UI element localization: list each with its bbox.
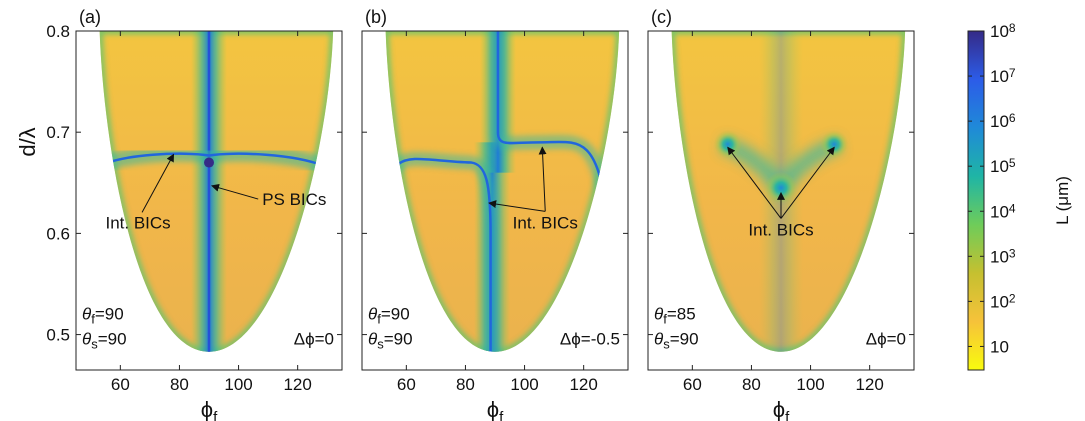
annotation-label: Int. BICs [105,213,170,232]
theta-s-param: θs=90 [368,330,413,352]
theta-f-param: θf=85 [654,304,696,326]
colorbar-tick-label: 106 [990,111,1016,131]
annotation-label: Int. BICs [748,220,813,239]
panel-2: 60 80 100 120 ϕf (c) θf=85 θs=90 Δϕ=0 Int. BICs [647,7,915,421]
panel-0: 60 80 100 120 0.5 0.6 0.7 0.8 ϕf (a) θf=90 θs=90 Δϕ=… [46,7,343,421]
heatmap-1 [385,31,620,352]
annotation-label: PS BICs [262,190,326,209]
colorbar-tick-label: 108 [990,21,1016,41]
x-axis-title: ϕf [773,397,790,421]
annotation-label: Int. BICs [513,213,578,232]
x-tick-label: 80 [170,375,189,394]
annotation-arrow [141,153,175,213]
panel-1: 60 80 100 120 ϕf (b) θf=90 θs=90 Δϕ=-0.5 Int. BIC… [361,7,629,421]
x-axis-title: ϕf [201,397,218,421]
delta-phi-param: Δϕ=0 [866,330,906,349]
annotation-arrow [210,183,259,200]
colorbar-tick-label: 10 [990,337,1009,356]
x-axis-title: ϕf [487,397,504,421]
x-tick-label: 120 [855,375,883,394]
colorbar-tick-label: 105 [990,156,1016,176]
colorbar-tick-label: 102 [990,291,1016,311]
x-tick-label: 120 [569,375,597,394]
y-axis-title: d/λ [15,127,40,156]
panel-label: (c) [651,7,672,27]
colorbar-gradient [967,30,985,371]
panels: 60 80 100 120 0.5 0.6 0.7 0.8 ϕf (a) θf=90 θs=90 Δϕ=… [46,7,915,421]
x-tick-label: 120 [283,375,311,394]
x-tick-label: 60 [683,375,702,394]
delta-phi-param: Δϕ=-0.5 [560,330,620,349]
panel-label: (b) [365,7,387,27]
colorbar-tick-label: 103 [990,246,1016,266]
y-tick-label: 0.6 [46,224,70,243]
colorbar-label: L (μm) [1053,176,1072,225]
y-tick-label: 0.8 [46,22,70,41]
x-tick-label: 60 [397,375,416,394]
x-tick-label: 80 [456,375,475,394]
theta-s-param: θs=90 [654,330,699,352]
x-tick-label: 80 [742,375,761,394]
theta-s-param: θs=90 [82,330,127,352]
theta-f-param: θf=90 [82,304,124,326]
panel-label: (a) [79,7,101,27]
annotation-arrow [538,146,547,212]
annotation-arrow [780,146,835,219]
y-tick-label: 0.7 [46,123,70,142]
y-tick-label: 0.5 [46,326,70,345]
colorbar: 10 102 103 104 105 106 107 108 L (μm) [967,21,1072,371]
x-tick-label: 100 [796,375,824,394]
annotation-arrow [488,200,546,212]
annotation-arrow [727,146,782,219]
theta-f-param: θf=90 [368,304,410,326]
delta-phi-param: Δϕ=0 [294,330,334,349]
x-tick-label: 60 [111,375,130,394]
x-tick-label: 100 [224,375,252,394]
colorbar-tick-label: 104 [990,201,1016,221]
x-tick-label: 100 [510,375,538,394]
colorbar-tick-label: 107 [990,66,1016,86]
